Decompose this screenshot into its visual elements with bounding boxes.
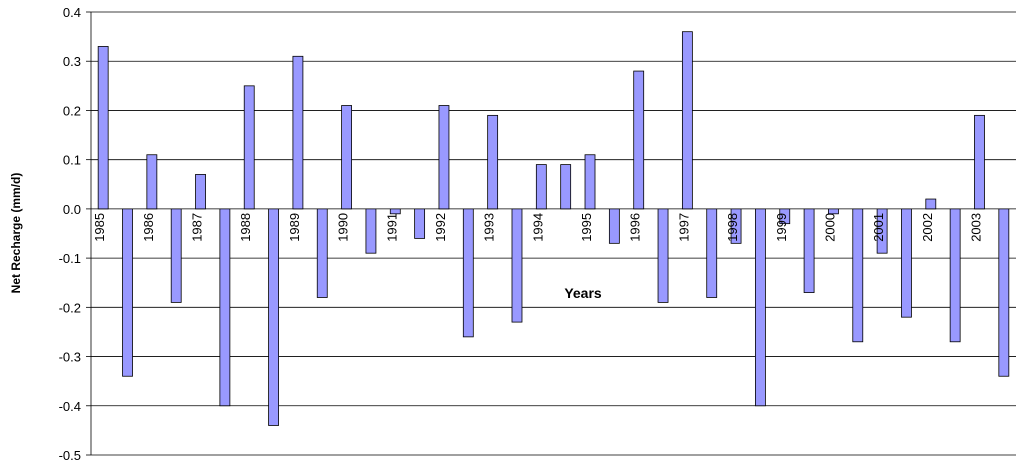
bar — [97, 46, 109, 210]
y-tick-label: 0.1 — [63, 153, 81, 168]
x-tick-label: 1998 — [725, 213, 740, 242]
bar — [998, 208, 1010, 377]
bar — [876, 208, 888, 254]
bar — [828, 208, 839, 215]
bar — [341, 105, 352, 210]
x-tick-label: 1997 — [676, 213, 691, 242]
y-tick-label: -0.4 — [59, 399, 81, 414]
bar — [901, 208, 912, 318]
bar — [292, 55, 304, 210]
y-axis-label: Net Recharge (mm/d) — [9, 173, 23, 294]
x-tick-label: 2002 — [920, 213, 935, 242]
bar — [195, 174, 206, 210]
bar — [779, 208, 791, 225]
x-tick-label: 1996 — [628, 213, 643, 242]
x-tick-label: 2000 — [822, 213, 837, 242]
bar — [803, 208, 815, 293]
bar — [560, 164, 572, 210]
x-tick-label: 1989 — [287, 213, 302, 242]
bar — [974, 114, 985, 210]
x-tick-label: 1986 — [141, 213, 156, 242]
bar — [657, 208, 669, 303]
y-tick-label: -0.1 — [59, 251, 81, 266]
bar — [633, 70, 645, 210]
y-tick-label: 0.2 — [63, 103, 81, 118]
bar — [268, 208, 279, 426]
bar — [511, 208, 523, 323]
x-tick-label: 1985 — [92, 213, 107, 242]
bar — [584, 154, 596, 210]
bar — [462, 208, 474, 338]
bar — [608, 208, 620, 244]
x-tick-label: 1987 — [190, 213, 205, 242]
x-tick-label: 1993 — [482, 213, 497, 242]
bar — [243, 85, 255, 210]
bar — [316, 208, 328, 298]
y-tick-label: -0.5 — [59, 448, 81, 463]
x-tick-label: 2003 — [968, 213, 983, 242]
bar — [389, 208, 401, 215]
bar — [755, 208, 766, 407]
bar — [219, 208, 231, 407]
bar — [852, 208, 864, 343]
bar — [730, 208, 742, 244]
x-tick-label: 1990 — [336, 213, 351, 242]
x-tick-label: 2001 — [871, 213, 886, 242]
bar — [535, 164, 547, 210]
bar — [487, 114, 499, 210]
bar — [122, 208, 133, 377]
x-tick-label: 1991 — [384, 213, 399, 242]
bar — [438, 105, 450, 210]
y-tick-label: 0.3 — [63, 54, 81, 69]
bar — [681, 31, 693, 210]
x-tick-label: 1994 — [530, 213, 545, 242]
x-tick-label: 1995 — [579, 213, 594, 242]
y-tick-label: -0.2 — [59, 300, 81, 315]
y-tick-label: -0.3 — [59, 350, 81, 365]
x-tick-label: 1988 — [238, 213, 253, 242]
bar — [365, 208, 377, 254]
bar — [925, 198, 937, 210]
bar — [949, 208, 961, 343]
y-tick-label: 0.4 — [63, 5, 81, 20]
y-tick-label: 0.0 — [63, 202, 81, 217]
bar — [146, 154, 158, 210]
bar — [170, 208, 182, 303]
x-tick-label: 1999 — [774, 213, 789, 242]
bar — [414, 208, 426, 239]
x-tick-label: 1992 — [433, 213, 448, 242]
x-axis-label: Years — [564, 285, 602, 301]
bar — [706, 208, 718, 298]
